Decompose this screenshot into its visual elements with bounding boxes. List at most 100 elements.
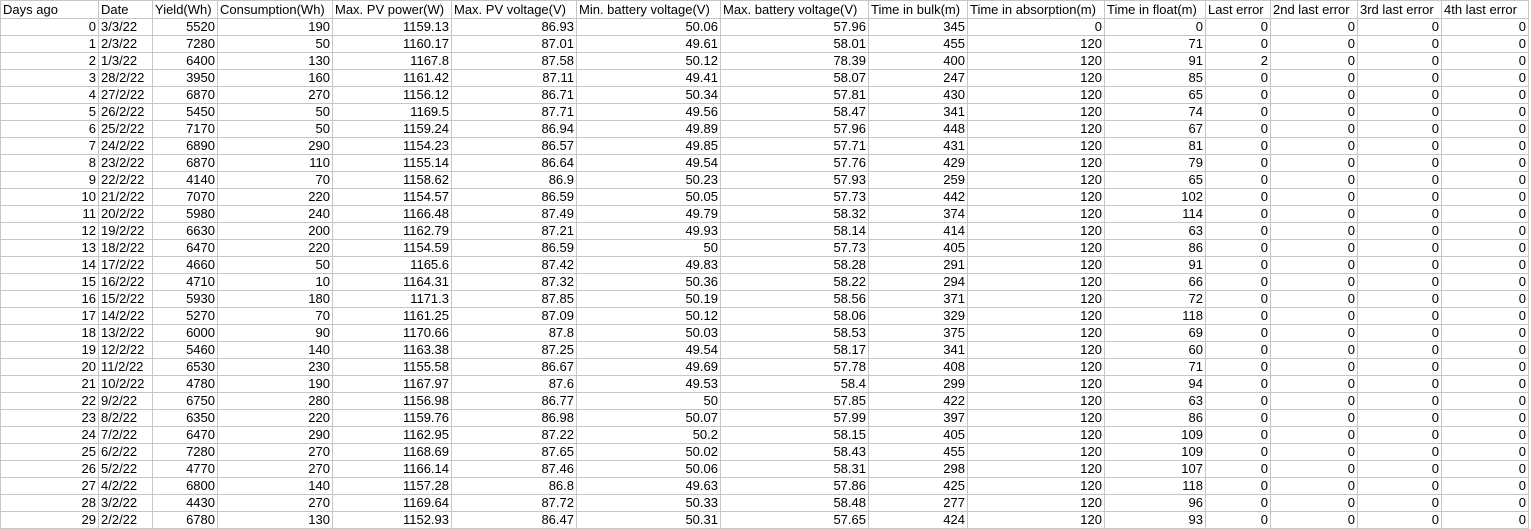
cell[interactable]: 0 — [1357, 205, 1442, 223]
cell[interactable]: 13 — [0, 239, 99, 257]
cell[interactable]: 0 — [1441, 137, 1529, 155]
cell[interactable]: 3 — [0, 69, 99, 87]
cell[interactable]: 0 — [1441, 409, 1529, 427]
cell[interactable]: 50.06 — [576, 18, 721, 36]
cell[interactable]: 57.78 — [720, 358, 869, 376]
cell[interactable]: 0 — [1205, 137, 1271, 155]
cell[interactable]: 0 — [1357, 86, 1442, 104]
cell[interactable]: 120 — [967, 324, 1105, 342]
cell[interactable]: 16 — [0, 290, 99, 308]
cell[interactable]: 120 — [967, 477, 1105, 495]
cell[interactable]: 0 — [1441, 18, 1529, 36]
cell[interactable]: 0 — [1357, 103, 1442, 121]
cell[interactable]: 0 — [1441, 188, 1529, 206]
cell[interactable]: 91 — [1104, 52, 1206, 70]
cell[interactable]: 0 — [1270, 494, 1358, 512]
cell[interactable]: 120 — [967, 256, 1105, 274]
cell[interactable]: 20/2/22 — [98, 205, 153, 223]
cell[interactable]: 93 — [1104, 511, 1206, 529]
cell[interactable]: 58.14 — [720, 222, 869, 240]
cell[interactable]: 49.54 — [576, 341, 721, 359]
cell[interactable]: 0 — [1441, 154, 1529, 172]
cell[interactable]: 0 — [1357, 477, 1442, 495]
cell[interactable]: 94 — [1104, 375, 1206, 393]
cell[interactable]: 220 — [217, 409, 333, 427]
cell[interactable]: 0 — [1357, 154, 1442, 172]
cell[interactable]: 50 — [576, 239, 721, 257]
cell[interactable]: 1162.95 — [332, 426, 452, 444]
cell[interactable]: 120 — [967, 239, 1105, 257]
cell[interactable]: 1160.17 — [332, 35, 452, 53]
cell[interactable]: 57.86 — [720, 477, 869, 495]
cell[interactable]: 58.48 — [720, 494, 869, 512]
cell[interactable]: 57.85 — [720, 392, 869, 410]
cell[interactable]: 57.96 — [720, 120, 869, 138]
cell[interactable]: 50.06 — [576, 460, 721, 478]
cell[interactable]: 90 — [217, 324, 333, 342]
cell[interactable]: 120 — [967, 392, 1105, 410]
cell[interactable]: 2/2/22 — [98, 511, 153, 529]
cell[interactable]: 120 — [967, 341, 1105, 359]
cell[interactable]: 96 — [1104, 494, 1206, 512]
cell[interactable]: 0 — [1357, 35, 1442, 53]
cell[interactable]: 0 — [1357, 324, 1442, 342]
cell[interactable]: 1166.14 — [332, 460, 452, 478]
cell[interactable]: 0 — [1270, 239, 1358, 257]
cell[interactable]: 0 — [1205, 222, 1271, 240]
cell[interactable]: 120 — [967, 494, 1105, 512]
cell[interactable]: 0 — [1270, 409, 1358, 427]
cell[interactable]: 87.32 — [451, 273, 577, 291]
cell[interactable]: 0 — [1205, 290, 1271, 308]
cell[interactable]: 70 — [217, 171, 333, 189]
cell[interactable]: 120 — [967, 52, 1105, 70]
cell[interactable]: 0 — [1270, 52, 1358, 70]
cell[interactable]: 8 — [0, 154, 99, 172]
cell[interactable]: 114 — [1104, 205, 1206, 223]
cell[interactable]: 7070 — [152, 188, 218, 206]
cell[interactable]: 1154.57 — [332, 188, 452, 206]
cell[interactable]: 63 — [1104, 392, 1206, 410]
cell[interactable]: 49.83 — [576, 256, 721, 274]
cell[interactable]: 118 — [1104, 477, 1206, 495]
cell[interactable]: 87.25 — [451, 341, 577, 359]
cell[interactable]: 341 — [868, 103, 968, 121]
cell[interactable]: 0 — [1205, 426, 1271, 444]
cell[interactable]: 1168.69 — [332, 443, 452, 461]
cell[interactable]: 120 — [967, 222, 1105, 240]
cell[interactable]: 0 — [1205, 341, 1271, 359]
cell[interactable]: 0 — [1441, 341, 1529, 359]
cell[interactable]: 25 — [0, 443, 99, 461]
cell[interactable]: 26/2/22 — [98, 103, 153, 121]
cell[interactable]: 86.59 — [451, 188, 577, 206]
cell[interactable]: 110 — [217, 154, 333, 172]
cell[interactable]: 50.23 — [576, 171, 721, 189]
cell[interactable]: 1167.97 — [332, 375, 452, 393]
cell[interactable]: 50.36 — [576, 273, 721, 291]
cell[interactable]: 0 — [1441, 69, 1529, 87]
cell[interactable]: 120 — [967, 409, 1105, 427]
cell[interactable]: 17/2/22 — [98, 256, 153, 274]
cell[interactable]: 1164.31 — [332, 273, 452, 291]
cell[interactable]: 0 — [1270, 324, 1358, 342]
cell[interactable]: 57.65 — [720, 511, 869, 529]
cell[interactable]: 0 — [1441, 324, 1529, 342]
cell[interactable]: 50.07 — [576, 409, 721, 427]
cell[interactable]: 0 — [1205, 69, 1271, 87]
cell[interactable]: 71 — [1104, 35, 1206, 53]
cell[interactable]: 23 — [0, 409, 99, 427]
cell[interactable]: 247 — [868, 69, 968, 87]
cell[interactable]: 4430 — [152, 494, 218, 512]
cell[interactable]: 1159.76 — [332, 409, 452, 427]
cell[interactable]: 11/2/22 — [98, 358, 153, 376]
cell[interactable]: 3/3/22 — [98, 18, 153, 36]
cell[interactable]: 408 — [868, 358, 968, 376]
cell[interactable]: 0 — [1357, 256, 1442, 274]
cell[interactable]: 0 — [1270, 341, 1358, 359]
cell[interactable]: 25/2/22 — [98, 120, 153, 138]
cell[interactable]: 21/2/22 — [98, 188, 153, 206]
cell[interactable]: 180 — [217, 290, 333, 308]
cell[interactable]: 78.39 — [720, 52, 869, 70]
cell[interactable]: 50.12 — [576, 307, 721, 325]
cell[interactable]: 0 — [1205, 375, 1271, 393]
cell[interactable]: 190 — [217, 18, 333, 36]
